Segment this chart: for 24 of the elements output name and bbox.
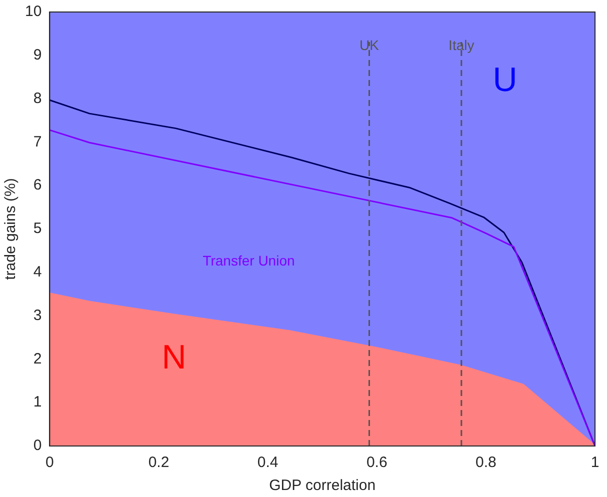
x-axis-title: GDP correlation xyxy=(269,477,376,494)
y-tick-label: 5 xyxy=(33,220,42,238)
x-tick-label: 0 xyxy=(46,454,54,472)
x-tick-label: 1 xyxy=(590,454,600,472)
x-tick-label: 0.4 xyxy=(257,454,278,472)
x-tick-label: 0.2 xyxy=(148,454,170,472)
x-tick-label: 0.6 xyxy=(366,454,388,472)
y-tick-label: 6 xyxy=(33,176,42,194)
ref-line-label: Italy xyxy=(448,36,474,53)
y-tick-label: 1 xyxy=(33,394,42,411)
annotation: U xyxy=(492,60,518,99)
x-tick-label: 0.8 xyxy=(476,454,496,472)
y-tick-label: 10 xyxy=(24,3,42,20)
y-tick-label: 8 xyxy=(33,90,42,107)
y-tick-label: 0 xyxy=(33,437,42,454)
annotation: Transfer Union xyxy=(202,252,295,268)
ref-line-label: UK xyxy=(360,36,380,53)
y-tick-label: 3 xyxy=(33,306,42,324)
y-tick-label: 4 xyxy=(33,264,42,281)
y-tick-label: 7 xyxy=(33,133,42,150)
y-axis-title: trade gains (%) xyxy=(2,178,20,280)
y-tick-label: 9 xyxy=(33,46,42,64)
annotation: N xyxy=(162,338,186,377)
y-tick-label: 2 xyxy=(33,350,42,368)
